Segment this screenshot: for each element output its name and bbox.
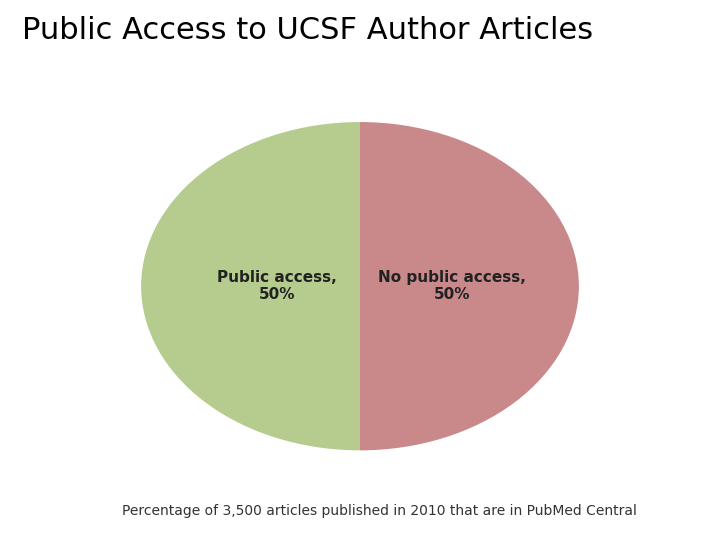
Text: Percentage of 3,500 articles published in 2010 that are in PubMed Central: Percentage of 3,500 articles published i… — [122, 504, 637, 518]
Wedge shape — [141, 122, 360, 450]
Wedge shape — [360, 122, 579, 450]
Text: Public access,
50%: Public access, 50% — [217, 270, 337, 302]
Text: No public access,
50%: No public access, 50% — [378, 270, 526, 302]
Text: Public Access to UCSF Author Articles: Public Access to UCSF Author Articles — [22, 16, 593, 45]
